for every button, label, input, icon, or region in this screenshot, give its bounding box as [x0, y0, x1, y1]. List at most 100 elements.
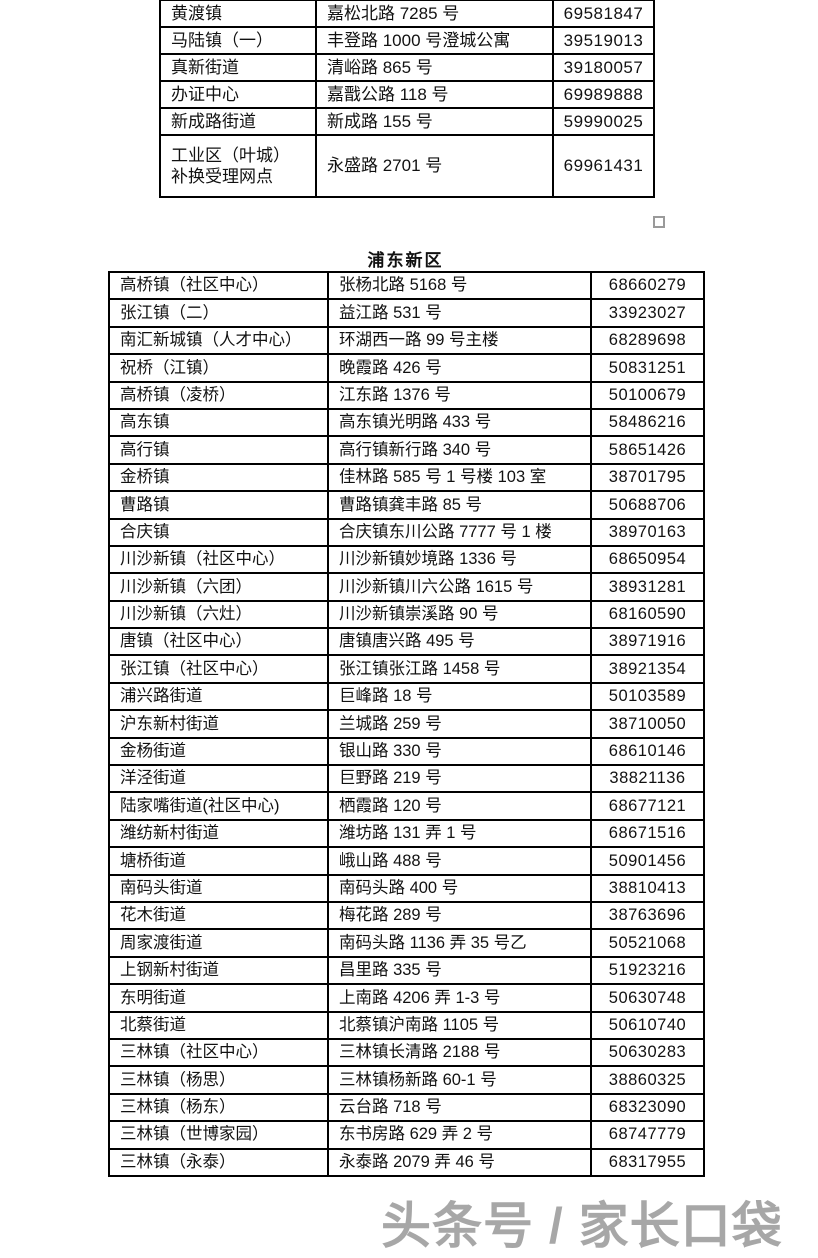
section-title-pudong: 浦东新区 — [367, 251, 444, 270]
site-name-cell: 高东镇 — [108, 407, 329, 438]
phone-cell: 51923216 — [590, 955, 705, 986]
address-cell: 晚霞路 426 号 — [327, 353, 592, 383]
table-row: 上钢新村街道 昌里路 335 号 51923216 — [108, 955, 705, 986]
site-name-cell: 曹路镇 — [108, 490, 329, 520]
address-cell: 川沙新镇川六公路 1615 号 — [327, 572, 592, 602]
table-row: 祝桥（江镇） 晚霞路 426 号 50831251 — [108, 353, 705, 383]
address-cell: 唐镇唐兴路 495 号 — [327, 627, 592, 657]
table-row: 潍纺新村街道 潍坊路 131 弄 1 号 68671516 — [108, 818, 705, 849]
table-row: 南码头街道 南码头路 400 号 38810413 — [108, 873, 705, 903]
table-row: 新成路街道 新成路 155 号 59990025 — [159, 107, 655, 136]
phone-cell: 38970163 — [590, 517, 705, 547]
address-cell: 栖霞路 120 号 — [327, 791, 592, 821]
table-row: 北蔡街道 北蔡镇沪南路 1105 号 50610740 — [108, 1010, 705, 1040]
address-cell: 峨山路 488 号 — [327, 846, 592, 876]
address-cell: 梅花路 289 号 — [327, 900, 592, 931]
site-name-cell: 高桥镇（凌桥） — [108, 380, 329, 410]
table-row: 高行镇 高行镇新行路 340 号 58651426 — [108, 435, 705, 465]
address-cell: 南码头路 1136 弄 35 号乙 — [327, 928, 592, 958]
address-cell: 川沙新镇妙境路 1336 号 — [327, 544, 592, 575]
phone-cell: 68671516 — [590, 818, 705, 849]
site-name-cell: 合庆镇 — [108, 517, 329, 547]
table-row: 高桥镇（凌桥） 江东路 1376 号 50100679 — [108, 380, 705, 410]
phone-cell: 68747779 — [590, 1120, 705, 1150]
table-row: 东明街道 上南路 4206 弄 1-3 号 50630748 — [108, 983, 705, 1013]
table-row: 三林镇（社区中心） 三林镇长清路 2188 号 50630283 — [108, 1037, 705, 1068]
table-row: 川沙新镇（社区中心） 川沙新镇妙境路 1336 号 68650954 — [108, 544, 705, 575]
phone-cell: 58486216 — [590, 407, 705, 438]
site-name-cell: 三林镇（社区中心） — [108, 1037, 329, 1068]
phone-cell: 38701795 — [590, 462, 705, 493]
address-cell: 环湖西一路 99 号主楼 — [327, 325, 592, 356]
phone-cell: 68610146 — [590, 736, 705, 767]
address-cell: 合庆镇东川公路 7777 号 1 楼 — [327, 517, 592, 547]
table-row: 办证中心 嘉戬公路 118 号 69989888 — [159, 80, 655, 109]
site-name-cell: 南汇新城镇（人才中心） — [108, 325, 329, 356]
phone-cell: 50100679 — [590, 380, 705, 410]
site-name-cell: 马陆镇（一） — [159, 26, 317, 55]
address-cell: 银山路 330 号 — [327, 736, 592, 767]
table-row: 曹路镇 曹路镇龚丰路 85 号 50688706 — [108, 490, 705, 520]
service-points-table-pudong: 高桥镇（社区中心） 张杨北路 5168 号 68660279 张江镇（二） 益江… — [108, 270, 705, 1177]
address-cell: 上南路 4206 弄 1-3 号 — [327, 983, 592, 1013]
site-name-cell: 东明街道 — [108, 983, 329, 1013]
phone-cell: 59990025 — [552, 107, 655, 136]
address-cell: 巨峰路 18 号 — [327, 681, 592, 712]
address-cell: 张杨北路 5168 号 — [327, 270, 592, 301]
address-cell: 兰城路 259 号 — [327, 709, 592, 739]
phone-cell: 69989888 — [552, 80, 655, 109]
table-row: 工业区（叶城） 补换受理网点 永盛路 2701 号 69961431 — [159, 134, 655, 198]
table-row: 洋泾街道 巨野路 219 号 38821136 — [108, 764, 705, 794]
site-name-cell: 周家渡街道 — [108, 928, 329, 958]
site-name-cell: 陆家嘴街道(社区中心) — [108, 791, 329, 821]
table-row: 张江镇（社区中心） 张江镇张江路 1458 号 38921354 — [108, 654, 705, 684]
phone-cell: 69961431 — [552, 134, 655, 198]
address-cell: 曹路镇龚丰路 85 号 — [327, 490, 592, 520]
table-row: 三林镇（杨东） 云台路 718 号 68323090 — [108, 1092, 705, 1123]
phone-cell: 50521068 — [590, 928, 705, 958]
table-row: 三林镇（永泰） 永泰路 2079 弄 46 号 68317955 — [108, 1147, 705, 1177]
table-row: 南汇新城镇（人才中心） 环湖西一路 99 号主楼 68289698 — [108, 325, 705, 356]
site-name-cell: 三林镇（世博家园） — [108, 1120, 329, 1150]
empty-square-icon — [653, 216, 665, 228]
service-points-table-upper: 黄渡镇 嘉松北路 7285 号 69581847 马陆镇（一） 丰登路 1000… — [159, 0, 655, 198]
phone-cell: 33923027 — [590, 298, 705, 328]
address-cell: 昌里路 335 号 — [327, 955, 592, 986]
table-row: 三林镇（杨思） 三林镇杨新路 60-1 号 38860325 — [108, 1065, 705, 1095]
table-row: 高东镇 高东镇光明路 433 号 58486216 — [108, 407, 705, 438]
phone-cell: 50610740 — [590, 1010, 705, 1040]
phone-cell: 38931281 — [590, 572, 705, 602]
address-cell: 北蔡镇沪南路 1105 号 — [327, 1010, 592, 1040]
table-row: 花木街道 梅花路 289 号 38763696 — [108, 900, 705, 931]
site-name-cell: 花木街道 — [108, 900, 329, 931]
phone-cell: 38921354 — [590, 654, 705, 684]
table-row: 陆家嘴街道(社区中心) 栖霞路 120 号 68677121 — [108, 791, 705, 821]
address-cell: 三林镇长清路 2188 号 — [327, 1037, 592, 1068]
phone-cell: 68160590 — [590, 599, 705, 630]
site-name-cell: 唐镇（社区中心） — [108, 627, 329, 657]
site-name-cell: 金桥镇 — [108, 462, 329, 493]
address-cell: 高行镇新行路 340 号 — [327, 435, 592, 465]
site-name-cell: 工业区（叶城） 补换受理网点 — [159, 134, 317, 198]
table-row: 张江镇（二） 益江路 531 号 33923027 — [108, 298, 705, 328]
site-name-cell: 新成路街道 — [159, 107, 317, 136]
phone-cell: 39519013 — [552, 26, 655, 55]
phone-cell: 50831251 — [590, 353, 705, 383]
table-row: 三林镇（世博家园） 东书房路 629 弄 2 号 68747779 — [108, 1120, 705, 1150]
address-cell: 益江路 531 号 — [327, 298, 592, 328]
phone-cell: 68660279 — [590, 270, 705, 301]
phone-cell: 38971916 — [590, 627, 705, 657]
phone-cell: 50630283 — [590, 1037, 705, 1068]
site-name-cell: 高桥镇（社区中心） — [108, 270, 329, 301]
table-row: 高桥镇（社区中心） 张杨北路 5168 号 68660279 — [108, 270, 705, 301]
address-cell: 潍坊路 131 弄 1 号 — [327, 818, 592, 849]
address-cell: 嘉松北路 7285 号 — [315, 0, 554, 28]
phone-cell: 68650954 — [590, 544, 705, 575]
site-name-cell: 北蔡街道 — [108, 1010, 329, 1040]
site-name-cell: 高行镇 — [108, 435, 329, 465]
phone-cell: 39180057 — [552, 53, 655, 82]
address-cell: 东书房路 629 弄 2 号 — [327, 1120, 592, 1150]
address-cell: 三林镇杨新路 60-1 号 — [327, 1065, 592, 1095]
address-cell: 清峪路 865 号 — [315, 53, 554, 82]
table-row: 沪东新村街道 兰城路 259 号 38710050 — [108, 709, 705, 739]
